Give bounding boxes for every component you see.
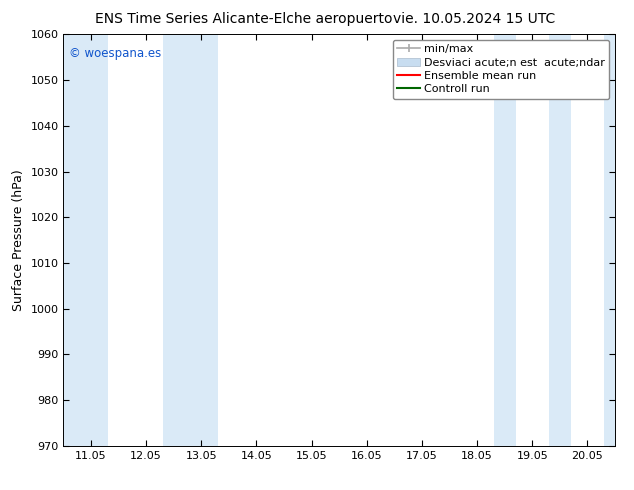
Legend: min/max, Desviaci acute;n est  acute;ndar, Ensemble mean run, Controll run: min/max, Desviaci acute;n est acute;ndar… bbox=[393, 40, 609, 99]
Bar bbox=[163, 34, 218, 446]
Text: vie. 10.05.2024 15 UTC: vie. 10.05.2024 15 UTC bbox=[393, 12, 555, 26]
Bar bbox=[494, 34, 515, 446]
Bar bbox=[63, 34, 108, 446]
Text: ENS Time Series Alicante-Elche aeropuerto: ENS Time Series Alicante-Elche aeropuert… bbox=[95, 12, 392, 26]
Bar bbox=[549, 34, 571, 446]
Bar bbox=[604, 34, 615, 446]
Text: © woespana.es: © woespana.es bbox=[69, 47, 161, 60]
Y-axis label: Surface Pressure (hPa): Surface Pressure (hPa) bbox=[12, 169, 25, 311]
